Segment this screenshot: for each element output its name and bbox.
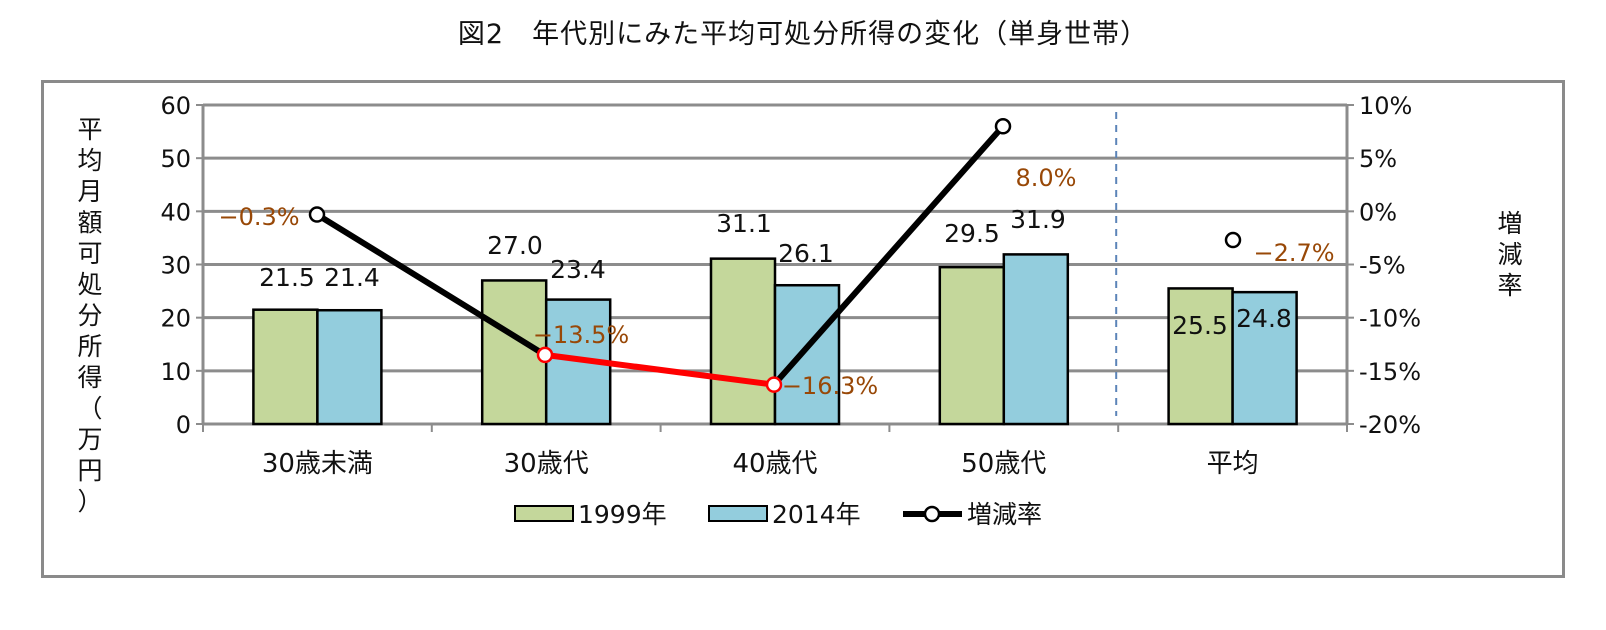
- y-left-tick-label: 60: [160, 92, 191, 120]
- rate-label: −0.3%: [218, 203, 299, 231]
- bar-1999: [252, 308, 319, 426]
- y-right-tick-label: -15%: [1359, 358, 1421, 386]
- y-left-tick-label: 20: [160, 305, 191, 333]
- bar-label-1999: 27.0: [487, 231, 543, 260]
- data-labels: 21.5 27.0 31.1 29.5 25.5 21.4 23.4 26.1 31.9 24.8…: [218, 164, 1334, 400]
- legend-label-2014: 2014年: [772, 500, 861, 529]
- x-tick-label: 30歳代: [504, 449, 589, 479]
- axes: 0 10 20 30 40 50 60 -20% -15% -10% -5% 0% 5% 10% 30歳未満…: [160, 92, 1421, 479]
- y-right-tick-label: 0%: [1359, 198, 1397, 226]
- bar-2014: [773, 283, 841, 426]
- y-left-tick-label: 50: [160, 145, 191, 173]
- bar-label-2014: 24.8: [1236, 304, 1292, 333]
- rate-label: −16.3%: [782, 372, 878, 400]
- rate-marker: [308, 206, 326, 223]
- bar-2014: [1231, 290, 1298, 426]
- rate-label: −2.7%: [1253, 239, 1334, 267]
- x-tick-label: 50歳代: [961, 449, 1046, 479]
- y-axis-right-label: 増減率: [1497, 209, 1523, 300]
- bar-label-2014: 21.4: [324, 263, 380, 292]
- bar-1999: [938, 265, 1006, 426]
- y-left-tick-label: 40: [160, 198, 191, 226]
- rate-marker: [765, 376, 783, 393]
- y-right-tick-label: 5%: [1359, 145, 1397, 173]
- chart-frame: [41, 80, 1565, 578]
- y-right-tick-label: 10%: [1359, 92, 1412, 120]
- bar-2014: [1002, 253, 1070, 426]
- x-tick-label: 30歳未満: [262, 449, 373, 479]
- rate-label: 8.0%: [1016, 164, 1077, 192]
- rate-line-segment: [542, 351, 777, 388]
- bar-2014: [316, 308, 383, 426]
- bar-1999: [1167, 287, 1234, 426]
- rate-marker: [536, 346, 554, 364]
- bar-label-2014: 31.9: [1010, 205, 1066, 234]
- bars: [252, 253, 1298, 426]
- legend-label-1999: 1999年: [578, 500, 667, 529]
- y-left-tick-label: 10: [160, 358, 191, 386]
- legend-swatch-2014: [708, 505, 768, 522]
- legend: 1999年 2014年 増減率: [514, 500, 1042, 529]
- legend-label-rate: 増減率: [967, 500, 1042, 529]
- bar-label-1999: 21.5: [259, 263, 315, 292]
- rate-line: [308, 118, 1242, 393]
- bar-label-1999: 25.5: [1172, 311, 1228, 340]
- y-right-tick-label: -20%: [1359, 411, 1421, 439]
- bar-label-1999: 29.5: [944, 219, 1000, 248]
- legend-marker-rate: [923, 505, 941, 523]
- rate-line-segment: [771, 123, 1006, 388]
- x-tick-label: 平均: [1207, 449, 1259, 479]
- rate-marker: [1224, 231, 1242, 249]
- y-right-tick-label: -10%: [1359, 305, 1421, 333]
- legend-swatch-1999: [514, 505, 574, 522]
- bar-label-2014: 26.1: [778, 239, 834, 268]
- rate-marker: [994, 118, 1012, 135]
- y-right-tick-label: -5%: [1359, 252, 1406, 280]
- y-axis-left-label: 平均月額可処分所得（万円）: [77, 115, 103, 516]
- rate-label: −13.5%: [533, 321, 629, 349]
- bar-label-1999: 31.1: [716, 209, 772, 238]
- chart-title: 図2 年代別にみた平均可処分所得の変化（単身世帯）: [457, 19, 1149, 50]
- x-tick-label: 40歳代: [732, 449, 817, 479]
- y-left-tick-label: 30: [160, 252, 191, 280]
- y-left-tick-label: 0: [176, 411, 191, 439]
- bar-label-2014: 23.4: [550, 255, 606, 284]
- rate-line-segment: [314, 211, 548, 358]
- bar-1999: [709, 257, 777, 426]
